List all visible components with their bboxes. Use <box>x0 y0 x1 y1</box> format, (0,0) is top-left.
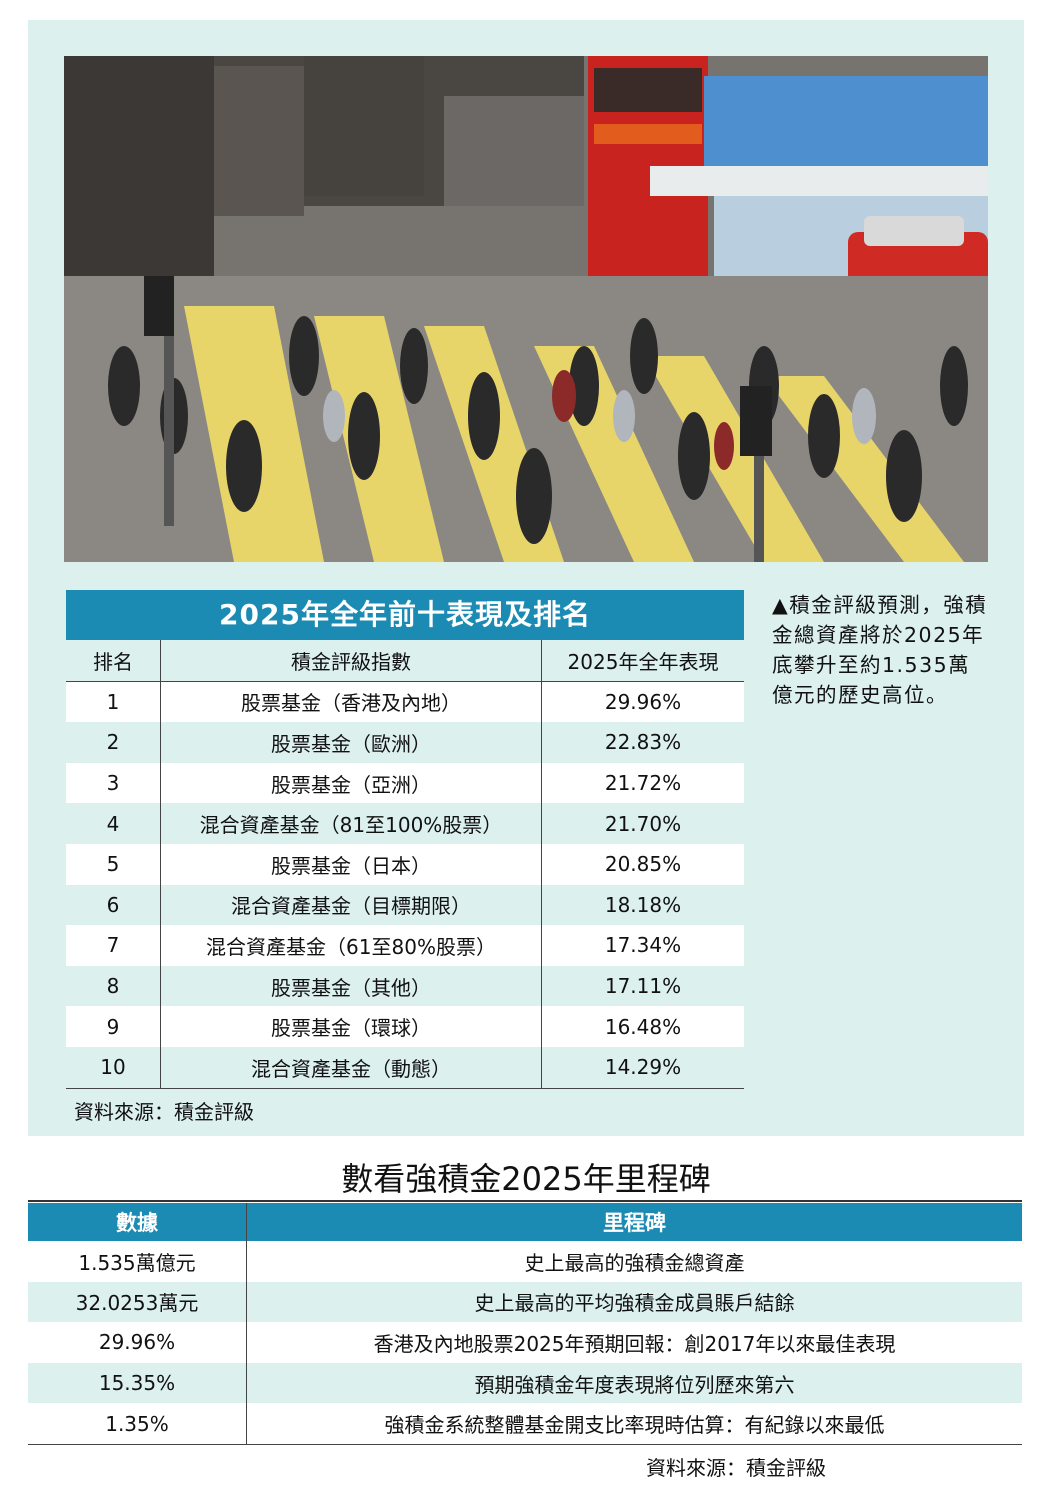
index-cell: 股票基金（亞洲） <box>160 762 542 804</box>
performance-cell: 16.48% <box>604 1014 682 1039</box>
table-row: 9 股票基金（環球） 16.48% <box>66 1006 744 1047</box>
rank-cell: 3 <box>66 762 161 804</box>
ranking-table-source: 資料來源：積金評級 <box>74 1100 254 1124</box>
index-cell: 股票基金（香港及內地） <box>160 681 542 723</box>
rank-cell: 2 <box>66 722 161 763</box>
rank-cell: 1 <box>66 681 161 723</box>
index-cell: 股票基金（歐洲） <box>160 722 542 763</box>
table-row: 1.35% 強積金系統整體基金開支比率現時估算：有紀錄以來最低 <box>28 1403 1022 1445</box>
value-cell: 29.96% <box>28 1322 247 1363</box>
table-row: 2 股票基金（歐洲） 22.83% <box>66 722 744 763</box>
milestone-cell: 史上最高的強積金總資產 <box>524 1250 745 1275</box>
table-row: 3 股票基金（亞洲） 21.72% <box>66 762 744 804</box>
rank-cell: 10 <box>66 1046 161 1089</box>
rank-cell: 6 <box>66 884 161 926</box>
rank-cell: 5 <box>66 843 161 885</box>
rank-cell: 9 <box>66 1006 161 1047</box>
value-cell: 15.35% <box>28 1362 247 1404</box>
milestone-cell: 強積金系統整體基金開支比率現時估算：有紀錄以來最低 <box>246 1403 1022 1445</box>
milestones-rule <box>28 1200 1022 1202</box>
header-rank: 排名 <box>66 640 161 682</box>
performance-cell: 29.96% <box>604 689 682 714</box>
index-cell: 股票基金（環球） <box>160 1006 542 1047</box>
index-cell: 混合資產基金（81至100%股票） <box>160 803 542 844</box>
performance-cell: 17.34% <box>604 933 682 958</box>
ranking-table-title: 2025年全年前十表現及排名 <box>66 590 744 640</box>
table-row: 5 股票基金（日本） 20.85% <box>66 843 744 885</box>
street-photo <box>64 56 988 562</box>
milestones-source: 資料來源：積金評級 <box>646 1456 826 1480</box>
performance-cell: 21.72% <box>604 771 682 796</box>
value-cell: 1.35% <box>28 1403 247 1445</box>
table-row: 15.35% 預期強積金年度表現將位列歷來第六 <box>28 1362 1022 1404</box>
table-row: 32.0253萬元 史上最高的平均強積金成員賬戶結餘 <box>28 1281 1022 1323</box>
table-row: 1 股票基金（香港及內地） 29.96% <box>66 681 744 723</box>
performance-cell: 22.83% <box>604 730 682 755</box>
milestones-table: 數據 里程碑 1.535萬億元 史上最高的強積金總資產 32.0253萬元 史上最高… <box>28 1203 1022 1445</box>
index-cell: 混合資產基金（動態） <box>160 1046 542 1089</box>
milestone-cell: 香港及內地股票2025年預期回報：創2017年以來最佳表現 <box>373 1331 896 1356</box>
header-milestone: 里程碑 <box>246 1203 1022 1241</box>
index-cell: 股票基金（日本） <box>160 843 542 885</box>
table-row: 10 混合資產基金（動態） 14.29% <box>66 1046 744 1089</box>
performance-cell: 20.85% <box>604 852 682 877</box>
performance-cell: 18.18% <box>604 892 682 917</box>
table-row: 6 混合資產基金（目標期限） 18.18% <box>66 884 744 926</box>
table-row: 1.535萬億元 史上最高的強積金總資產 <box>28 1241 1022 1282</box>
value-cell: 32.0253萬元 <box>28 1281 247 1323</box>
header-performance: 2025年全年表現 <box>541 640 744 682</box>
photo-caption: ▲積金評級預測，強積金總資產將於2025年底攀升至約1.535萬億元的歷史高位。 <box>772 593 988 707</box>
header-index: 積金評級指數 <box>160 640 542 682</box>
performance-cell: 21.70% <box>604 811 682 836</box>
performance-cell: 14.29% <box>541 1046 744 1089</box>
milestone-cell: 預期強積金年度表現將位列歷來第六 <box>474 1372 795 1397</box>
rank-cell: 7 <box>66 925 161 966</box>
rank-cell: 8 <box>66 965 161 1007</box>
index-cell: 股票基金（其他） <box>160 965 542 1007</box>
table-row: 7 混合資產基金（61至80%股票） 17.34% <box>66 925 744 966</box>
ranking-table: 排名 積金評級指數 2025年全年表現 1 股票基金（香港及內地） 29.96% 2… <box>66 640 744 1089</box>
index-cell: 混合資產基金（目標期限） <box>160 884 542 926</box>
milestone-cell: 史上最高的平均強積金成員賬戶結餘 <box>474 1291 795 1316</box>
table-row: 8 股票基金（其他） 17.11% <box>66 965 744 1007</box>
milestones-heading: 數看強積金2025年里程碑 <box>341 1160 711 1198</box>
header-value: 數據 <box>28 1203 247 1241</box>
table-row: 4 混合資產基金（81至100%股票） 21.70% <box>66 803 744 844</box>
ranking-table-header-row: 排名 積金評級指數 2025年全年表現 <box>66 640 744 682</box>
value-cell: 1.535萬億元 <box>28 1241 247 1282</box>
index-cell: 混合資產基金（61至80%股票） <box>160 925 542 966</box>
rank-cell: 4 <box>66 803 161 844</box>
milestones-header-row: 數據 里程碑 <box>28 1203 1022 1241</box>
performance-cell: 17.11% <box>604 974 682 999</box>
table-row: 29.96% 香港及內地股票2025年預期回報：創2017年以來最佳表現 <box>28 1322 1022 1363</box>
